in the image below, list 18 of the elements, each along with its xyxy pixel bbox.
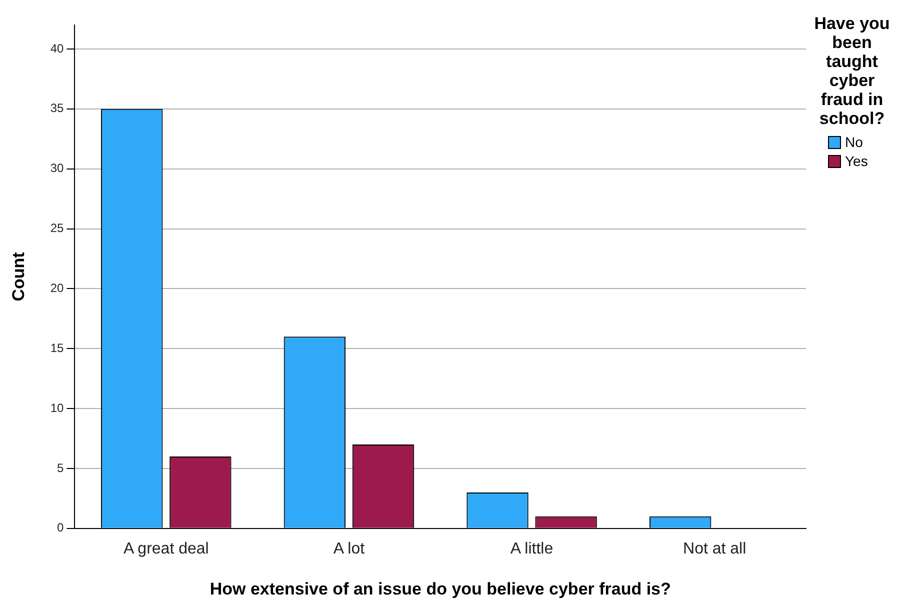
y-tick-label: 30 [50,161,64,176]
x-tick-label: A lot [333,540,366,558]
y-tick-label: 15 [50,340,64,355]
y-tick-label: 5 [57,460,64,475]
x-tick-label: Not at all [683,540,746,558]
legend-label: Yes [845,153,868,169]
y-tick-label: 40 [50,41,64,56]
y-axis-title: Count [8,252,28,302]
x-tick-label: A little [510,540,554,558]
y-tick-label: 0 [57,520,64,535]
y-tick-label: 20 [50,281,64,295]
x-axis-title: How extensive of an issue do you believe cyber fraud is? [210,579,671,598]
y-tick-label: 10 [50,400,64,415]
legend-label: No [845,134,863,150]
legend-title: Have you been taught cyber fraud in school? [813,14,891,128]
y-tick-label: 35 [50,101,64,116]
x-tick-label: A great deal [123,540,209,558]
y-tick-label: 25 [50,221,64,236]
